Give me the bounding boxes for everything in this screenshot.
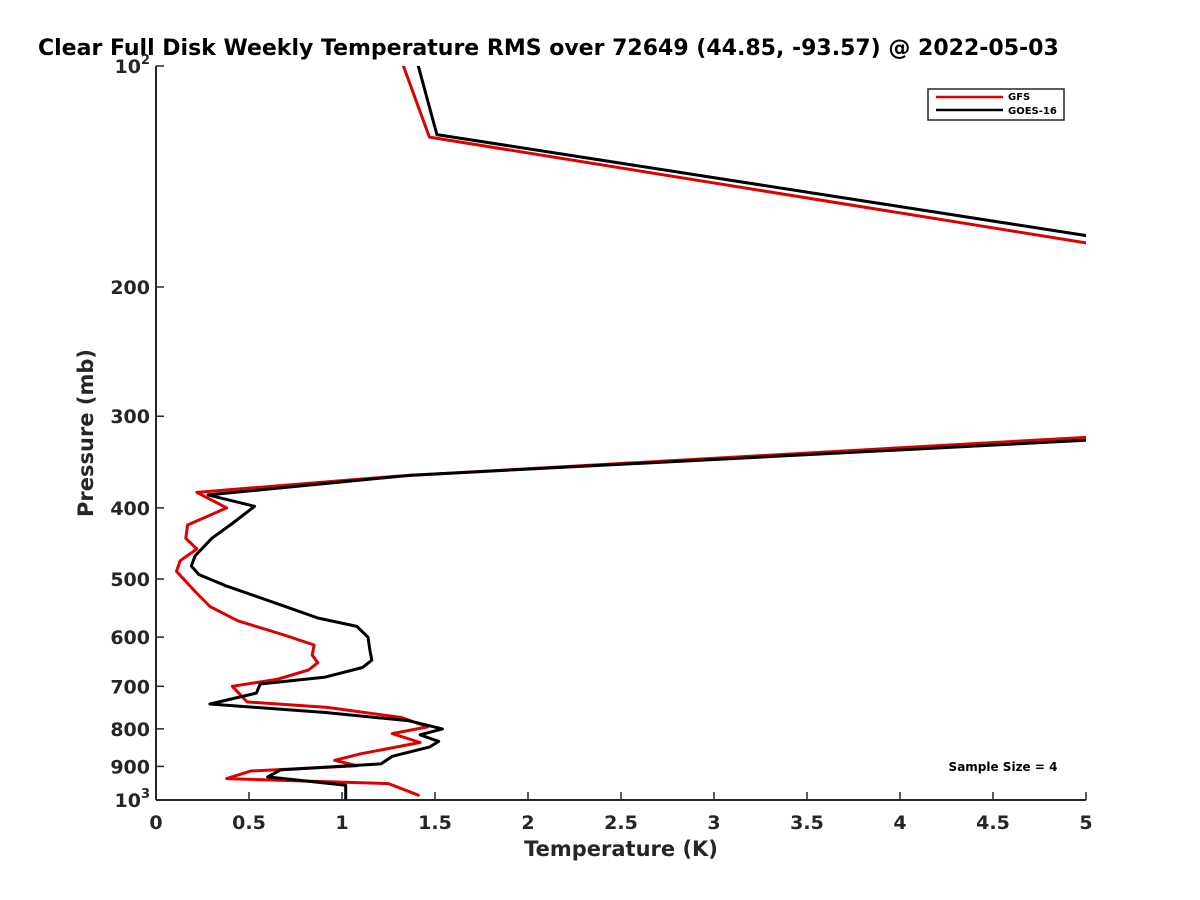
legend-label-goes16: GOES-16 [1008, 106, 1057, 117]
x-tick-label: 3.5 [790, 812, 824, 834]
y-tick-label: 600 [110, 627, 150, 649]
y-tick-label: 700 [110, 676, 150, 698]
x-tick-label: 0.5 [232, 812, 266, 834]
y-axis-ticks: 102 200 300 400 500 600 700 800 900 103 [110, 53, 164, 812]
x-tick-label: 2.5 [604, 812, 638, 834]
y-tick-label: 103 [115, 787, 151, 812]
y-tick-label: 102 [115, 53, 151, 78]
series-lines [175, 66, 1086, 800]
x-tick-label: 5 [1079, 812, 1092, 834]
x-tick-label: 1 [335, 812, 348, 834]
legend: GFS GOES-16 [927, 88, 1065, 121]
series-line-gfs [175, 66, 1086, 797]
legend-label-gfs: GFS [1008, 92, 1030, 103]
y-tick-label: 800 [110, 719, 150, 741]
x-axis-ticks: 0 0.5 1 1.5 2 2.5 3 3.5 4 4.5 5 [149, 792, 1093, 834]
x-tick-label: 0 [149, 812, 162, 834]
y-tick-label: 500 [110, 569, 150, 591]
x-axis-label: Temperature (K) [524, 837, 718, 861]
series-line-goes-16 [189, 66, 1086, 800]
plot-area: 0 0.5 1 1.5 2 2.5 3 3.5 4 4.5 5 102 200 300 400 500 600… [110, 53, 1093, 834]
sample-size-annotation: Sample Size = 4 [949, 760, 1058, 774]
x-tick-label: 3 [707, 812, 720, 834]
x-tick-label: 2 [521, 812, 534, 834]
legend-box [927, 88, 1065, 121]
y-tick-label: 300 [110, 406, 150, 428]
x-tick-label: 4.5 [976, 812, 1010, 834]
x-tick-label: 1.5 [418, 812, 452, 834]
x-tick-label: 4 [893, 812, 906, 834]
y-tick-label: 900 [110, 756, 150, 778]
chart-title: Clear Full Disk Weekly Temperature RMS o… [38, 36, 1059, 61]
y-tick-label: 400 [110, 498, 150, 520]
y-axis-label: Pressure (mb) [74, 349, 98, 517]
y-tick-label: 200 [110, 277, 150, 299]
